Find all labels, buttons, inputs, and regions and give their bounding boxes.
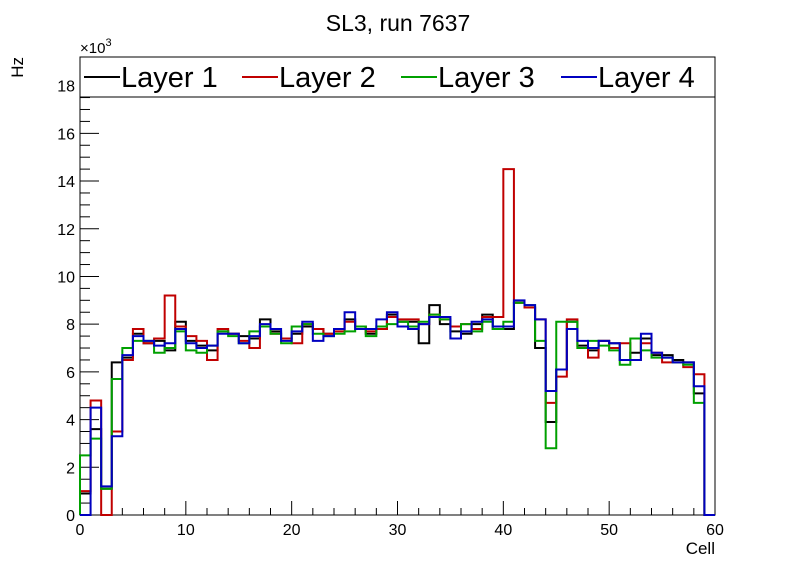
- legend-entry-layer-1: Layer 1: [84, 62, 218, 94]
- legend-entry-layer-3: Layer 3: [401, 62, 535, 94]
- series-line-layer-4: [80, 299, 715, 516]
- legend-entry-layer-4: Layer 4: [561, 62, 695, 94]
- y-tick-label: 10: [57, 269, 75, 286]
- x-tick-label: 0: [76, 522, 85, 539]
- y-tick-label: 12: [57, 222, 75, 239]
- y-tick-label: 16: [57, 126, 75, 143]
- x-tick-label: 50: [600, 522, 618, 539]
- legend-label: Layer 3: [438, 62, 535, 94]
- x-tick-label: 20: [283, 522, 301, 539]
- y-tick-label: 2: [66, 460, 75, 477]
- y-tick-label: 18: [57, 79, 75, 96]
- x-axis-label: Cell: [686, 539, 715, 558]
- x-tick-label: 10: [177, 522, 195, 539]
- y-tick-label: 0: [66, 508, 75, 525]
- y-axis-multiplier-exponent: 3: [105, 37, 111, 49]
- y-axis-label: Hz: [8, 57, 27, 78]
- y-axis-multiplier: ×103: [80, 37, 112, 57]
- x-tick-label: 40: [494, 522, 512, 539]
- legend-entry-layer-2: Layer 2: [242, 62, 376, 94]
- legend: Layer 1 Layer 2 Layer 3 Layer 4: [79, 56, 716, 98]
- y-tick-label: 6: [66, 365, 75, 382]
- y-tick-label: 14: [57, 174, 75, 191]
- x-tick-label: 60: [706, 522, 724, 539]
- legend-label: Layer 2: [279, 62, 376, 94]
- legend-box: [79, 56, 716, 98]
- x-tick-labels: 0 10 20 30 40 50 60: [76, 522, 724, 539]
- x-tick-label: 30: [389, 522, 407, 539]
- y-tick-labels: 0 2 4 6 8 10 12 14 16 18: [57, 79, 75, 525]
- legend-label: Layer 1: [121, 62, 218, 94]
- series-layer: [79, 168, 715, 516]
- legend-label: Layer 4: [598, 62, 695, 94]
- y-tick-label: 4: [66, 413, 75, 430]
- y-tick-label: 8: [66, 317, 75, 334]
- chart-title: SL3, run 7637: [326, 10, 471, 36]
